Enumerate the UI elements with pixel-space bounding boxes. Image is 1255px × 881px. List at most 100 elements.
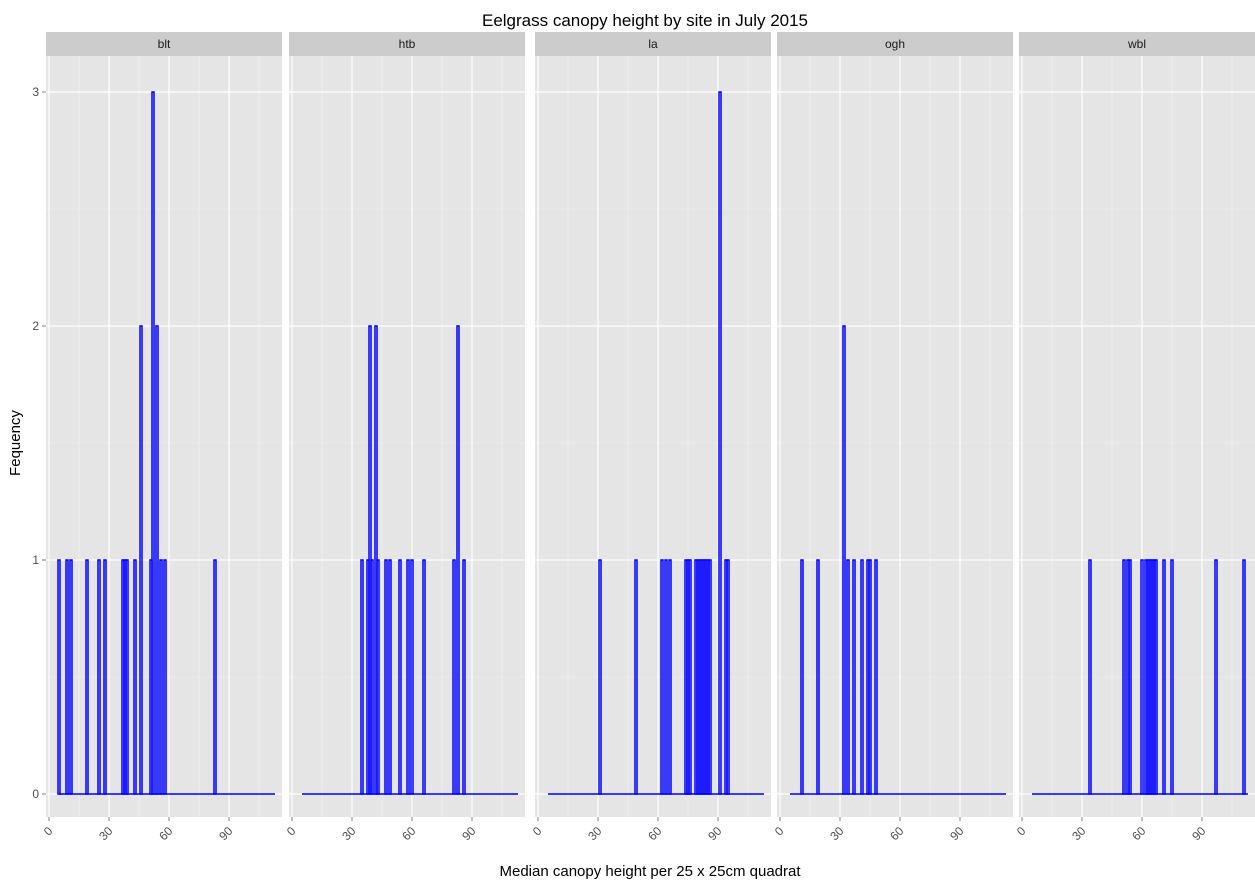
histogram-bar xyxy=(360,559,364,795)
histogram-bar xyxy=(1128,559,1132,795)
histogram-bar xyxy=(384,559,388,795)
histogram-bar xyxy=(718,91,722,795)
facet-panel-blt: blt 0 30 60 90 xyxy=(41,32,282,843)
facet-strip xyxy=(1019,32,1255,56)
histogram-bar xyxy=(1162,559,1166,795)
x-tick-label: 30 xyxy=(1069,824,1089,844)
histogram-bar xyxy=(1140,559,1144,795)
histogram-bar xyxy=(816,559,820,795)
histogram-bar xyxy=(1170,559,1174,795)
histogram-bar xyxy=(634,559,638,795)
x-tick-label: 90 xyxy=(1189,824,1209,844)
x-tick-label: 90 xyxy=(947,824,967,844)
histogram-bar xyxy=(868,559,872,795)
histogram-bar xyxy=(688,559,692,795)
facet-strip xyxy=(535,32,771,56)
histogram-bar xyxy=(874,559,878,795)
facet-strip-label: blt xyxy=(158,37,171,51)
facet-panel-htb: htb 0 30 60 90 xyxy=(284,32,525,843)
x-tick-label: 90 xyxy=(705,824,725,844)
x-tick-label: 60 xyxy=(1129,824,1149,844)
facet-strip-label: htb xyxy=(399,37,416,51)
histogram-bar xyxy=(103,559,107,795)
histogram-bar xyxy=(133,559,137,795)
x-tick-label: 0 xyxy=(284,824,299,839)
histogram-bar xyxy=(422,559,426,795)
facet-strip xyxy=(777,32,1013,56)
facet-strip xyxy=(46,32,282,56)
chart-title: Eelgrass canopy height by site in July 2… xyxy=(482,11,808,30)
histogram-bar xyxy=(125,559,129,795)
y-tick-label: 0 xyxy=(32,787,39,801)
y-axis: 0 1 2 3 xyxy=(32,85,46,801)
histogram-bar xyxy=(1242,559,1246,795)
x-tick-label: 30 xyxy=(96,824,116,844)
histogram-bar xyxy=(1154,559,1158,795)
histogram-bar xyxy=(159,559,163,795)
x-tick-label: 0 xyxy=(530,824,545,839)
histogram-bar xyxy=(370,559,374,795)
histogram-bar xyxy=(85,559,89,795)
histogram-bar xyxy=(213,559,217,795)
histogram-bar xyxy=(65,559,69,795)
histogram-bar xyxy=(406,559,410,795)
histogram-bar xyxy=(452,559,456,795)
histogram-bar xyxy=(1088,559,1092,795)
y-axis-title: Fequency xyxy=(7,410,24,476)
histogram-bar xyxy=(660,559,664,795)
panel-background xyxy=(535,56,771,817)
x-tick-label: 90 xyxy=(459,824,479,844)
histogram-bar xyxy=(800,559,804,795)
x-tick-label: 0 xyxy=(772,824,787,839)
x-tick-label: 60 xyxy=(399,824,419,844)
facet-panel-la: la 0 30 60 90 xyxy=(530,32,771,843)
histogram-bar xyxy=(842,325,846,795)
histogram-bar xyxy=(860,559,864,795)
histogram-bar xyxy=(163,559,167,795)
panel-background xyxy=(1019,56,1255,817)
x-tick-label: 30 xyxy=(827,824,847,844)
histogram-bar xyxy=(598,559,602,795)
histogram-bar xyxy=(376,559,380,795)
x-tick-label: 60 xyxy=(645,824,665,844)
histogram-bar xyxy=(155,325,159,795)
histogram-bar xyxy=(456,325,460,795)
histogram-bar xyxy=(852,559,856,795)
histogram-bar xyxy=(151,91,155,795)
histogram-bar xyxy=(1214,559,1218,795)
x-axis-title: Median canopy height per 25 x 25cm quadr… xyxy=(499,863,801,880)
histogram-bar xyxy=(57,559,61,795)
x-tick-label: 60 xyxy=(156,824,176,844)
histogram-bar xyxy=(846,559,850,795)
y-tick-label: 1 xyxy=(32,553,39,567)
histogram-bar xyxy=(708,559,712,795)
x-tick-label: 90 xyxy=(216,824,236,844)
x-tick-label: 30 xyxy=(339,824,359,844)
x-tick-label: 60 xyxy=(887,824,907,844)
facet-strip-label: la xyxy=(648,37,658,51)
histogram-bar xyxy=(462,559,466,795)
histogram-bar xyxy=(139,325,143,795)
x-tick-label: 0 xyxy=(41,824,56,839)
panel-background xyxy=(777,56,1013,817)
histogram-bar xyxy=(398,559,402,795)
histogram-bar xyxy=(1122,559,1126,795)
facet-panel-ogh: ogh 0 30 60 90 xyxy=(772,32,1013,843)
histogram-bar xyxy=(668,559,672,795)
facet-strip xyxy=(289,32,525,56)
histogram-bar xyxy=(726,559,730,795)
x-tick-label: 30 xyxy=(585,824,605,844)
histogram-bar xyxy=(410,559,414,795)
facet-strip-label: wbl xyxy=(1127,37,1146,51)
histogram-bar xyxy=(388,559,392,795)
facet-panel-wbl: wbl 0 30 60 90 xyxy=(1014,32,1255,843)
histogram-bar xyxy=(69,559,73,795)
x-tick-label: 0 xyxy=(1014,824,1029,839)
histogram-bar xyxy=(97,559,101,795)
histogram-bar xyxy=(664,559,668,795)
y-tick-label: 2 xyxy=(32,319,39,333)
y-tick-label: 3 xyxy=(32,85,39,99)
facet-strip-label: ogh xyxy=(885,37,905,51)
